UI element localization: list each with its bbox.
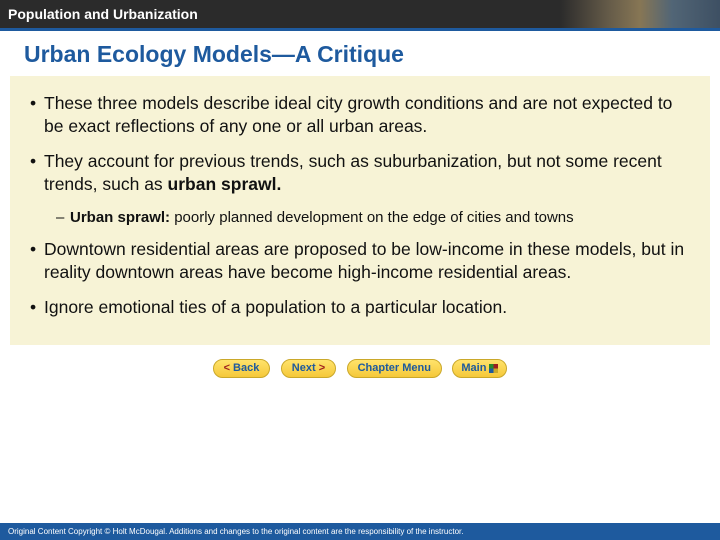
button-label: Next [292, 362, 316, 374]
arrow-right-icon: > [316, 362, 325, 374]
bullet-item: These three models describe ideal city g… [30, 92, 690, 138]
bullet-item: Ignore emotional ties of a population to… [30, 296, 690, 319]
bullet-item: Downtown residential areas are proposed … [30, 238, 690, 284]
arrow-left-icon: < [224, 362, 233, 374]
definition-text: poorly planned development on the edge o… [170, 209, 574, 226]
next-button[interactable]: Next > [281, 359, 336, 378]
header-bar: Population and Urbanization [0, 0, 720, 28]
grid-icon [489, 364, 498, 373]
chapter-menu-button[interactable]: Chapter Menu [347, 359, 442, 378]
bold-term: Urban sprawl: [70, 209, 170, 226]
main-button[interactable]: Main [452, 359, 507, 378]
header-title: Population and Urbanization [8, 6, 198, 22]
slide-title: Urban Ecology Models—A Critique [0, 31, 720, 76]
header-artwork [560, 0, 720, 28]
footer-bar: Original Content Copyright © Holt McDoug… [0, 523, 720, 540]
button-label: Back [233, 362, 259, 374]
nav-bar: < Back Next > Chapter Menu Main [0, 359, 720, 378]
content-panel: These three models describe ideal city g… [10, 76, 710, 345]
bold-term: urban sprawl. [168, 174, 282, 194]
bullet-text: They account for previous trends, such a… [44, 151, 662, 194]
bullet-item: They account for previous trends, such a… [30, 150, 690, 196]
back-button[interactable]: < Back [213, 359, 271, 378]
button-label: Main [461, 362, 486, 374]
copyright-text: Original Content Copyright © Holt McDoug… [8, 527, 463, 536]
sub-bullet-item: Urban sprawl: poorly planned development… [56, 208, 690, 228]
